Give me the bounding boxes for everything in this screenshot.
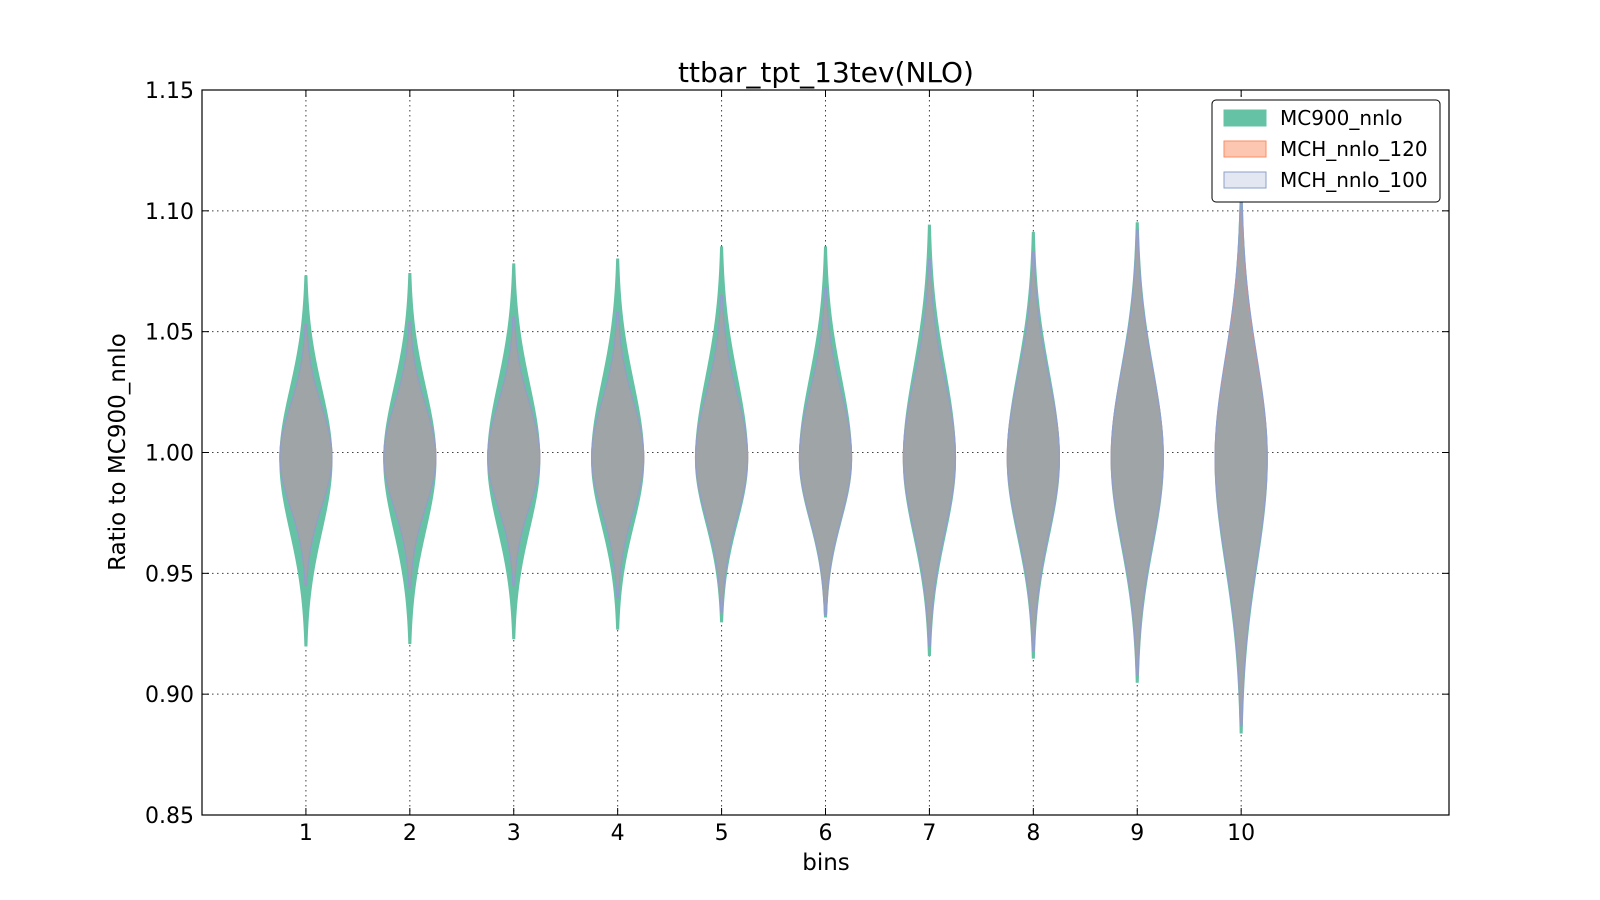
x-tick-label: 8 [1026,821,1040,846]
violin-body [279,323,333,587]
x-tick-label: 10 [1227,821,1255,846]
violin-body [1006,251,1060,652]
chart-title: ttbar_tpt_13tev(NLO) [678,56,974,89]
y-tick-label: 0.90 [145,683,194,708]
violin-body [1110,229,1164,676]
legend-swatch [1223,109,1267,127]
y-tick-label: 0.85 [145,804,194,829]
violin-body [694,294,749,613]
violin-body [1214,198,1268,727]
x-tick-label: 1 [299,821,313,846]
x-tick-label: 9 [1130,821,1144,846]
violin-body [591,311,645,599]
violin-body [487,316,541,587]
legend-box [1211,99,1441,203]
y-tick-label: 1.15 [145,79,194,104]
y-axis-label: Ratio to MC900_nnlo [105,333,131,571]
violin-body [902,258,957,647]
violin-series [279,198,1268,734]
axis-ticks: 1 2 3 4 5 6 7 8 9 10 0.85 0.90 0.95 1.00 1.05 1.10 1.15 [145,79,1449,846]
x-tick-label: 2 [403,821,417,846]
y-tick-label: 0.95 [145,562,194,587]
x-tick-label: 6 [819,821,833,846]
series-mch-nnlo-100 [279,198,1268,727]
x-tick-label: 7 [922,821,936,846]
legend-label: MC900_nnlo [1280,106,1403,130]
legend-swatch [1223,140,1267,158]
y-tick-label: 1.05 [145,321,194,346]
legend-label: MCH_nnlo_100 [1280,168,1428,192]
violin-body [383,321,437,589]
x-tick-label: 3 [507,821,521,846]
legend: MC900_nnlo MCH_nnlo_120 MCH_nnlo_100 [1211,99,1441,203]
x-tick-label: 4 [611,821,625,846]
legend-swatch [1223,171,1267,189]
violin-body [798,287,853,616]
y-tick-label: 1.00 [145,442,194,467]
x-axis-label: bins [802,850,850,876]
x-tick-label: 5 [715,821,729,846]
legend-label: MCH_nnlo_120 [1280,137,1428,161]
y-tick-label: 1.10 [145,200,194,225]
